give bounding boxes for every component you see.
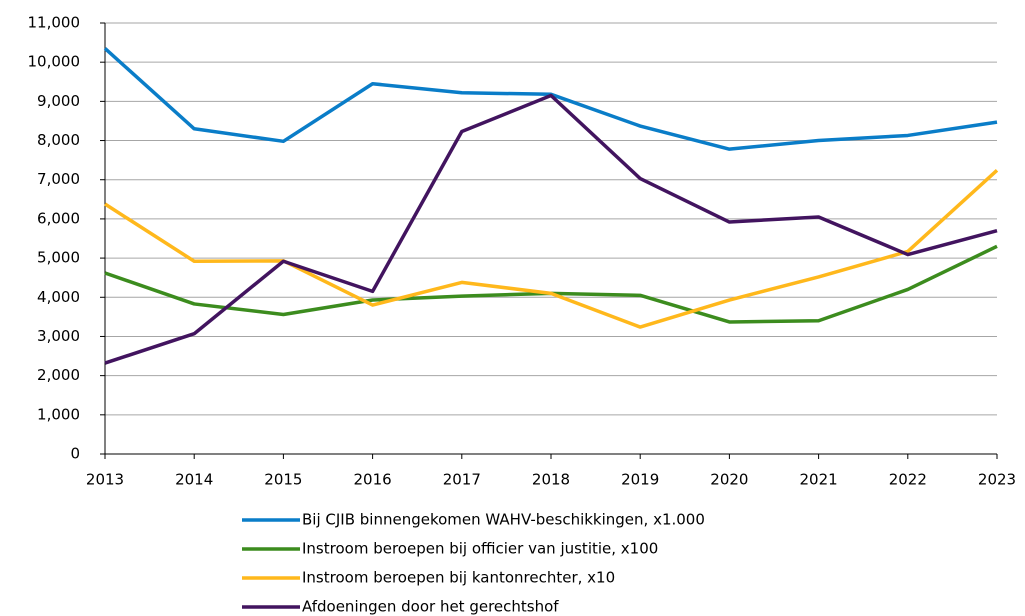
y-tick-label: 7,000	[37, 170, 80, 188]
x-tick-label: 2022	[889, 471, 927, 489]
legend-label: Instroom beroepen bij officier van justi…	[302, 540, 658, 558]
y-tick-label: 1,000	[37, 405, 80, 423]
x-tick-label: 2016	[354, 471, 392, 489]
y-tick-label: 9,000	[37, 92, 80, 110]
legend-label: Afdoeningen door het gerechtshof	[302, 598, 559, 616]
y-tick-label: 0	[70, 445, 80, 463]
x-tick-label: 2015	[264, 471, 302, 489]
line-series	[103, 47, 998, 151]
x-tick-label: 2014	[175, 471, 213, 489]
y-tick-label: 8,000	[37, 131, 80, 149]
y-tick-label: 3,000	[37, 327, 80, 345]
x-tick-label: 2018	[532, 471, 570, 489]
x-tick-label: 2023	[978, 471, 1016, 489]
x-tick-label: 2021	[800, 471, 838, 489]
y-tick-label: 10,000	[28, 53, 81, 71]
y-tick-label: 11,000	[28, 14, 81, 32]
legend-label: Bij CJIB binnengekomen WAHV-beschikkinge…	[302, 511, 705, 529]
x-tick-label: 2020	[710, 471, 748, 489]
y-tick-label: 5,000	[37, 249, 80, 267]
y-tick-label: 4,000	[37, 288, 80, 306]
y-tick-label: 6,000	[37, 209, 80, 227]
y-tick-label: 2,000	[37, 366, 80, 384]
legend-label: Instroom beroepen bij kantonrechter, x10	[302, 569, 615, 587]
line-series	[104, 93, 998, 365]
line-series	[104, 169, 999, 329]
x-tick-label: 2013	[86, 471, 124, 489]
x-tick-label: 2017	[443, 471, 481, 489]
x-tick-label: 2019	[621, 471, 659, 489]
